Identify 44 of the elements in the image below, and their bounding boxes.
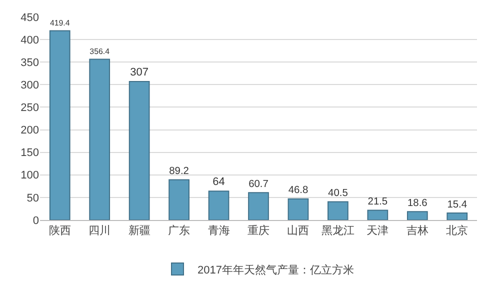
data-label: 356.4 (90, 47, 110, 56)
x-tick-label: 陕西 (48, 225, 71, 238)
x-tick-label: 黑龙江 (321, 224, 354, 238)
legend-label: 2017年年天然气产量：亿立方米 (198, 263, 354, 276)
x-tick-label: 吉林 (406, 224, 428, 238)
x-tick-label: 青海 (208, 224, 230, 238)
y-tick-label: 0 (32, 214, 39, 227)
y-tick-label: 400 (20, 34, 39, 46)
data-label: 15.4 (447, 199, 468, 210)
x-tick-label: 天津 (366, 224, 389, 238)
bar (49, 30, 70, 220)
y-tick-label: 100 (20, 170, 39, 182)
y-tick-label: 450 (20, 12, 39, 24)
x-tick-label: 重庆 (248, 224, 270, 238)
bar (288, 198, 309, 220)
data-label: 307 (130, 66, 148, 79)
bar (208, 190, 230, 220)
data-label: 46.8 (288, 185, 308, 196)
bar (367, 210, 388, 220)
y-tick-label: 300 (20, 80, 39, 92)
y-tick-label: 150 (20, 147, 39, 160)
y-tick-label: 350 (20, 56, 39, 69)
data-label: 64 (212, 176, 225, 188)
data-label: 89.2 (169, 166, 190, 177)
bar (328, 201, 348, 220)
y-tick-label: 50 (26, 192, 39, 204)
data-label: 18.6 (407, 198, 428, 209)
x-tick-label: 北京 (446, 224, 468, 238)
bar (128, 81, 150, 220)
bar (446, 212, 468, 220)
bar (248, 192, 269, 220)
data-label: 419.4 (50, 18, 70, 28)
bar (168, 179, 190, 220)
y-tick-label: 250 (20, 102, 39, 114)
x-tick-label: 山西 (287, 224, 310, 238)
data-label: 21.5 (368, 196, 388, 208)
y-tick-label: 200 (20, 124, 39, 137)
bar (89, 58, 110, 220)
x-tick-label: 四川 (88, 224, 111, 238)
bar (406, 211, 428, 220)
x-tick-label: 新疆 (128, 224, 150, 238)
x-tick-label: 广东 (168, 224, 190, 238)
data-label: 60.7 (248, 178, 269, 190)
data-label: 40.5 (328, 188, 348, 199)
